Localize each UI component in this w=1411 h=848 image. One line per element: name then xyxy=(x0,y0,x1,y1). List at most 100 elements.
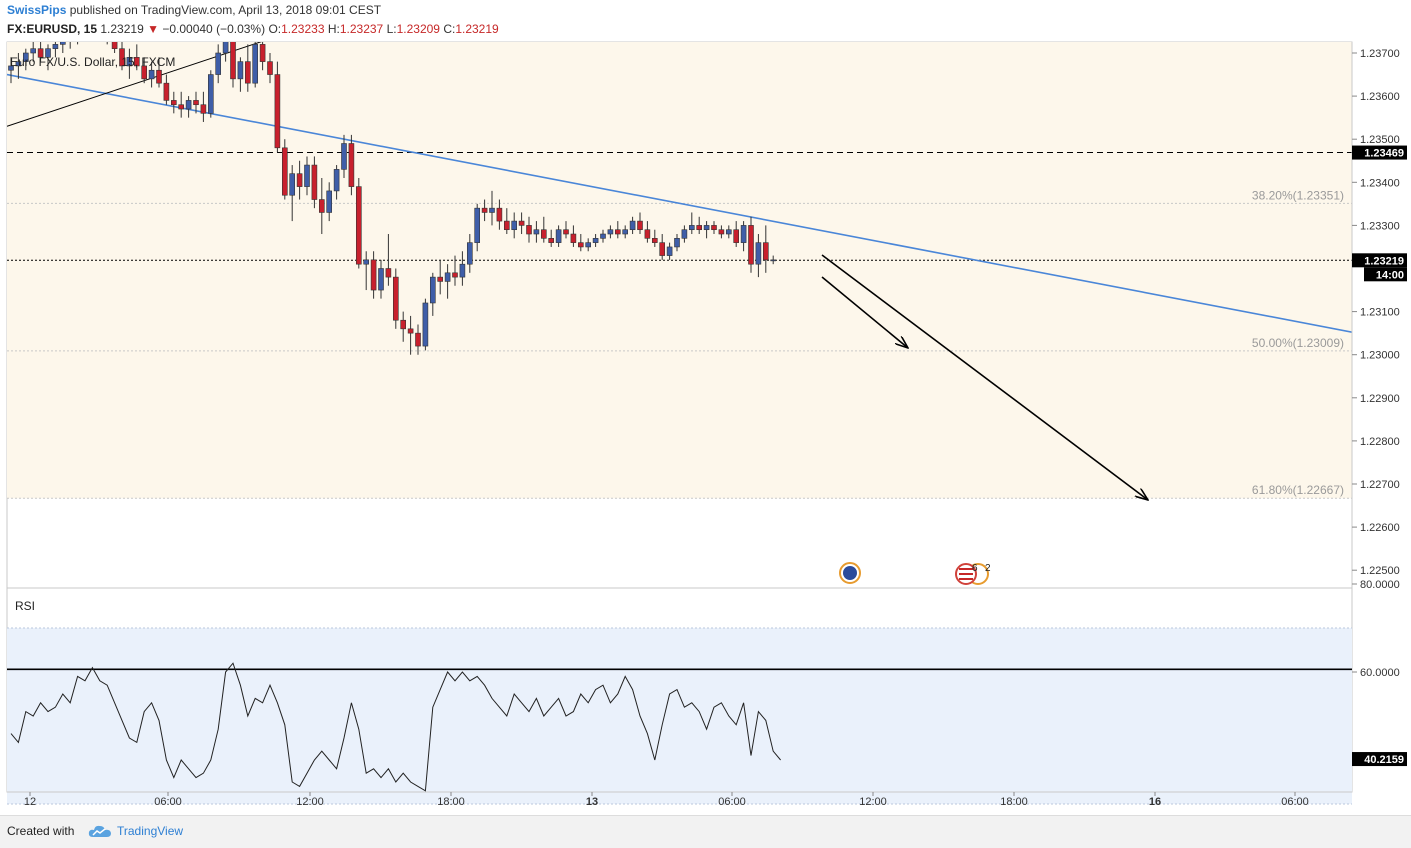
us-event-marker[interactable]: 6 2 xyxy=(955,563,991,585)
created-with-text: Created with xyxy=(7,824,75,838)
candle-body xyxy=(185,100,192,110)
candle-body xyxy=(90,23,95,27)
last-price-text: 1.23219 xyxy=(100,22,144,36)
candle-body xyxy=(296,173,303,187)
candle-body xyxy=(570,233,577,243)
price-tick-label: 1.22900 xyxy=(1360,393,1400,405)
bar-countdown: 14:00 xyxy=(1376,269,1404,281)
time-tick-label: 06:00 xyxy=(718,796,746,808)
time-tick-label: 12 xyxy=(24,796,36,808)
candle-body xyxy=(577,242,584,248)
candle-body xyxy=(496,207,503,222)
chart-canvas[interactable]: 38.20%(1.23351) 50.00%(1.23009) 61.80%(1.2… xyxy=(0,0,1411,815)
tradingview-link[interactable]: TradingView xyxy=(117,824,184,838)
candle-body xyxy=(111,42,118,49)
candle-body xyxy=(422,302,429,347)
rsi-title: RSI xyxy=(15,599,35,613)
horizontal-level-value: 1.23469 xyxy=(1364,148,1404,160)
eu-flag-fill xyxy=(843,566,857,580)
open-value: 1.23233 xyxy=(281,22,325,36)
candle-body xyxy=(171,100,177,106)
candle-body xyxy=(429,276,436,304)
time-axis[interactable]: 12 06:00 12:00 18:00 13 06:00 12:00 18:00 16 06:0… xyxy=(7,791,1352,808)
candle-body xyxy=(481,207,488,213)
us-event-count: 2 xyxy=(985,563,991,574)
instrument-name: Euro FX/U.S. Dollar, 15, FXCM xyxy=(10,55,175,69)
price-tick-label: 1.23100 xyxy=(1360,307,1400,319)
candle-body xyxy=(651,238,658,243)
candle-body xyxy=(392,276,399,321)
eu-event-marker[interactable] xyxy=(839,562,861,584)
author-name[interactable]: SwissPips xyxy=(7,3,67,17)
candle-body xyxy=(511,220,518,231)
candle-body xyxy=(311,164,318,200)
candle-body xyxy=(607,229,614,235)
rsi-line xyxy=(10,662,781,792)
fib-level-label: 50.00%(1.23009) xyxy=(1252,336,1344,350)
candle-body xyxy=(725,229,732,235)
candle-body xyxy=(378,268,384,291)
candle-body xyxy=(740,225,747,243)
candle-body xyxy=(548,238,555,243)
candle-body xyxy=(748,225,754,265)
price-axis[interactable]: 1.23700 1.23600 1.23500 1.23400 1.23300 1.231… xyxy=(1351,42,1407,792)
us-flag-stripe xyxy=(959,578,973,580)
forecast-arrow-short[interactable] xyxy=(821,276,908,348)
candle-body xyxy=(466,242,473,265)
high-value: 1.23237 xyxy=(339,22,384,36)
candle-body xyxy=(533,229,540,235)
candle-body xyxy=(363,259,370,265)
descending-trendline[interactable] xyxy=(7,73,1357,334)
candle-body xyxy=(600,233,606,239)
footer-bar: Created with TradingView xyxy=(0,815,1411,848)
time-tick-label: 12:00 xyxy=(859,796,887,808)
rsi-last-value: 40.2159 xyxy=(1364,754,1404,766)
symbol-label[interactable]: FX:EURUSD, 15 xyxy=(7,22,98,36)
fib-level-label: 38.20%(1.23351) xyxy=(1252,188,1344,202)
candle-body xyxy=(15,61,22,67)
candle-body xyxy=(348,143,355,187)
candle-body xyxy=(341,143,347,170)
forecast-arrow-long[interactable] xyxy=(821,254,1148,500)
candle-body xyxy=(622,229,629,235)
candle-body xyxy=(637,220,643,231)
candle-body xyxy=(770,259,777,262)
ohlc-bar: FX:EURUSD, 15 1.23219 ▼ −0.00040 (−0.03%… xyxy=(7,22,499,36)
candle-body xyxy=(333,169,340,192)
candle-body xyxy=(59,42,66,45)
fib-level-label: 61.80%(1.22667) xyxy=(1252,483,1344,497)
candle-body xyxy=(30,48,37,54)
candle-body xyxy=(644,229,651,239)
time-tick-label: 12:00 xyxy=(296,796,324,808)
price-pane[interactable]: 38.20%(1.23351) 50.00%(1.23009) 61.80%(1.2… xyxy=(6,14,1357,589)
price-tick-label: 1.22700 xyxy=(1360,479,1400,491)
price-tick-label: 1.22600 xyxy=(1360,522,1400,534)
candle-body xyxy=(97,23,102,32)
candle-body xyxy=(75,31,80,35)
candle-body xyxy=(230,42,236,80)
candle-body xyxy=(415,332,421,347)
candle-body xyxy=(252,44,258,84)
time-ticks: 12 06:00 12:00 18:00 13 06:00 12:00 18:00 16 06:0… xyxy=(24,792,1309,808)
last-price-value: 1.23219 xyxy=(1364,255,1404,267)
time-tick-label: 16 xyxy=(1149,796,1161,808)
horizontal-level-label: 1.23469 xyxy=(1352,145,1407,160)
candle-body xyxy=(222,42,229,54)
candle-body xyxy=(503,220,510,231)
candle-body xyxy=(614,229,621,235)
candle-body xyxy=(45,48,51,58)
candle-body xyxy=(629,220,636,231)
open-label: O: xyxy=(268,22,282,36)
candle-body xyxy=(259,44,266,62)
candle-body xyxy=(318,199,325,213)
candle-body xyxy=(489,207,495,213)
tradingview-cloud-icon[interactable] xyxy=(88,823,112,839)
candle-body xyxy=(304,164,310,187)
price-ticks: 1.23700 1.23600 1.23500 1.23400 1.23300 1.231… xyxy=(1352,48,1400,577)
candle-body xyxy=(119,48,125,67)
price-tick-label: 1.23700 xyxy=(1360,48,1400,60)
candle-body xyxy=(237,61,244,80)
candle-body xyxy=(688,225,695,231)
